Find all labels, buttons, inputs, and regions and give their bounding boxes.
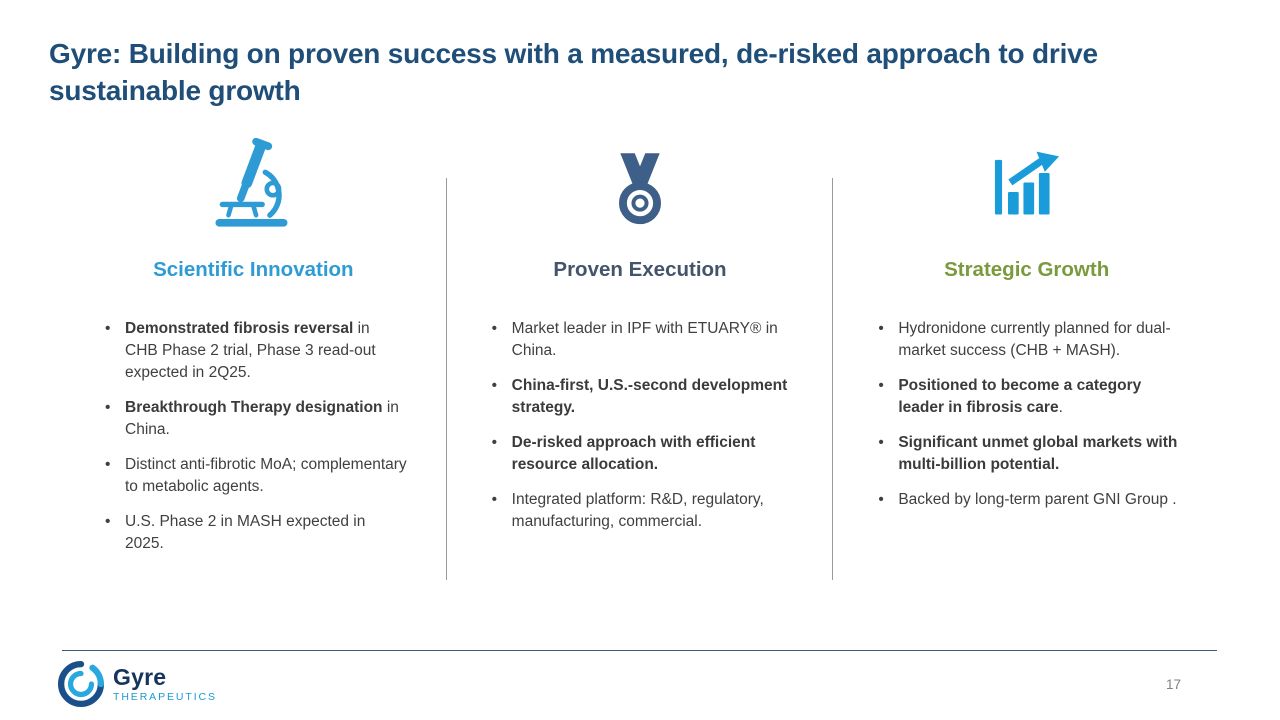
bullet-item: De-risked approach with efficient resour… — [491, 432, 794, 476]
gyre-logo-text: Gyre THERAPEUTICS — [113, 663, 217, 703]
gyre-logo-subtitle: THERAPEUTICS — [113, 690, 217, 703]
medal-icon — [447, 126, 834, 232]
bullet-item: Backed by long-term parent GNI Group . — [877, 489, 1180, 511]
bullet-item: Distinct anti-fibrotic MoA; complementar… — [104, 454, 407, 498]
gyre-logo: Gyre THERAPEUTICS — [58, 661, 217, 707]
bullet-item: Breakthrough Therapy designation in Chin… — [104, 397, 407, 441]
gyre-logo-name: Gyre — [113, 663, 167, 690]
bullet-item: U.S. Phase 2 in MASH expected in 2025. — [104, 511, 407, 555]
bullet-item: Positioned to become a category leader i… — [877, 375, 1180, 419]
column-scientific-innovation: Scientific Innovation Demonstrated fibro… — [60, 126, 447, 568]
column-divider-1 — [446, 178, 447, 580]
column-heading-proven-execution: Proven Execution — [553, 258, 727, 281]
column-strategic-growth: Strategic Growth Hydronidone currently p… — [833, 126, 1220, 568]
columns-container: Scientific Innovation Demonstrated fibro… — [60, 126, 1220, 568]
bullet-item: Hydronidone currently planned for dual-m… — [877, 318, 1180, 362]
footer-rule — [62, 650, 1217, 651]
bullet-item: Market leader in IPF with ETUARY® in Chi… — [491, 318, 794, 362]
column-divider-2 — [832, 178, 833, 580]
bullet-item: Integrated platform: R&D, regulatory, ma… — [491, 489, 794, 533]
bullet-list-scientific-innovation: Demonstrated fibrosis reversal in CHB Ph… — [60, 318, 447, 568]
gyre-logo-icon — [58, 661, 104, 707]
microscope-icon — [60, 126, 447, 232]
slide-title: Gyre: Building on proven success with a … — [49, 38, 1098, 106]
bullet-item: Demonstrated fibrosis reversal in CHB Ph… — [104, 318, 407, 384]
bullet-item: Significant unmet global markets with mu… — [877, 432, 1180, 476]
bullet-list-proven-execution: Market leader in IPF with ETUARY® in Chi… — [447, 318, 834, 546]
growth-chart-icon — [833, 126, 1220, 232]
column-heading-scientific-innovation: Scientific Innovation — [153, 258, 354, 281]
bullet-list-strategic-growth: Hydronidone currently planned for dual-m… — [833, 318, 1220, 524]
bullet-item: China-first, U.S.-second development str… — [491, 375, 794, 419]
column-heading-strategic-growth: Strategic Growth — [944, 258, 1110, 281]
column-proven-execution: Proven Execution Market leader in IPF wi… — [447, 126, 834, 568]
page-number: 17 — [1165, 677, 1181, 692]
